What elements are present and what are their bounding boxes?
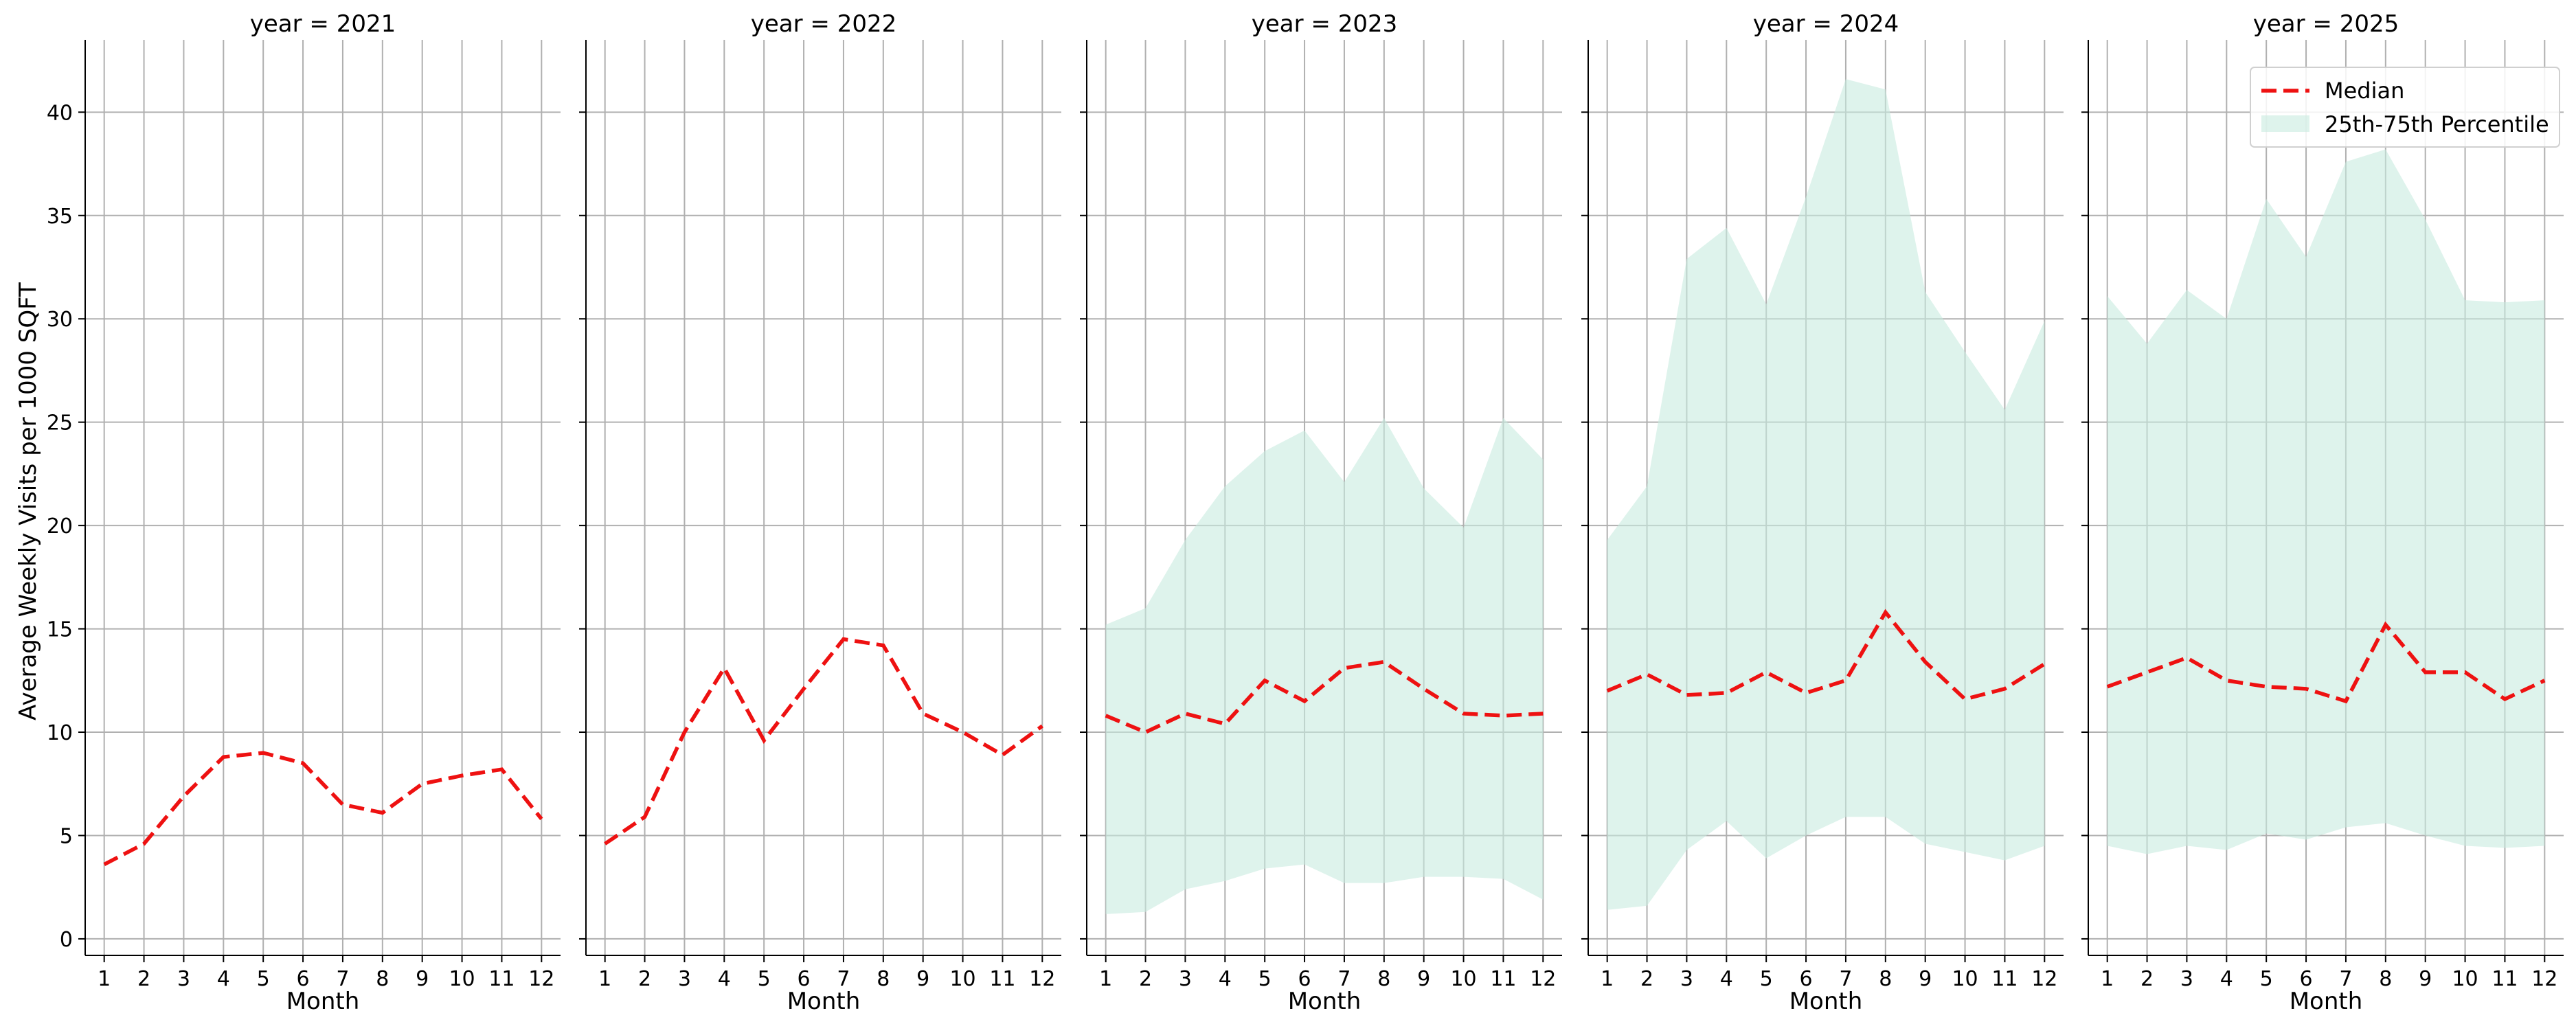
x-tick-label: 3 (1680, 967, 1693, 991)
x-tick-label: 8 (376, 967, 389, 991)
x-tick-label: 12 (1029, 967, 1055, 991)
x-tick-label: 1 (1099, 967, 1112, 991)
x-tick-label: 9 (416, 967, 429, 991)
x-tick-label: 1 (1601, 967, 1614, 991)
panel-title: year = 2022 (751, 10, 896, 38)
percentile-band (1607, 79, 2045, 910)
x-tick-label: 10 (1952, 967, 1978, 991)
x-tick-label: 10 (949, 967, 975, 991)
y-tick-label: 20 (47, 514, 73, 538)
x-tick-label: 10 (1450, 967, 1476, 991)
x-axis-title: Month (1288, 988, 1362, 1015)
x-tick-label: 12 (528, 967, 554, 991)
x-tick-label: 8 (1377, 967, 1390, 991)
median-line (605, 639, 1043, 844)
y-tick-label: 30 (47, 308, 73, 332)
x-tick-label: 2 (2140, 967, 2154, 991)
x-tick-label: 3 (1179, 967, 1192, 991)
x-tick-label: 8 (2379, 967, 2392, 991)
legend-band-swatch (2261, 115, 2309, 132)
x-tick-label: 10 (2452, 967, 2478, 991)
y-tick-label: 0 (60, 928, 73, 952)
x-tick-label: 2 (1640, 967, 1653, 991)
legend-band-label: 25th-75th Percentile (2325, 111, 2549, 137)
x-tick-label: 4 (2220, 967, 2233, 991)
x-tick-label: 8 (877, 967, 890, 991)
legend: Median 25th-75th Percentile (2250, 67, 2560, 147)
x-tick-label: 3 (177, 967, 190, 991)
x-tick-label: 2 (638, 967, 651, 991)
x-axis-title: Month (787, 988, 861, 1015)
x-tick-label: 5 (1258, 967, 1272, 991)
x-tick-label: 12 (2031, 967, 2057, 991)
x-tick-label: 4 (1720, 967, 1733, 991)
x-axis-title: Month (1789, 988, 1863, 1015)
x-tick-label: 2 (1139, 967, 1152, 991)
x-tick-label: 12 (2531, 967, 2557, 991)
y-tick-label: 10 (47, 721, 73, 745)
x-tick-label: 11 (1490, 967, 1516, 991)
x-tick-label: 11 (2492, 967, 2518, 991)
x-tick-label: 1 (2101, 967, 2114, 991)
x-axis-title: Month (286, 988, 360, 1015)
x-tick-label: 5 (1760, 967, 1773, 991)
x-tick-label: 11 (989, 967, 1015, 991)
y-tick-label: 5 (60, 824, 73, 848)
x-tick-label: 9 (1919, 967, 1932, 991)
x-tick-label: 4 (217, 967, 230, 991)
y-tick-label: 40 (47, 101, 73, 125)
percentile-band (1106, 418, 1544, 914)
x-tick-label: 11 (488, 967, 515, 991)
x-tick-label: 4 (1219, 967, 1232, 991)
x-tick-label: 5 (758, 967, 771, 991)
x-tick-label: 12 (1530, 967, 1556, 991)
x-tick-label: 5 (257, 967, 270, 991)
x-tick-label: 3 (2180, 967, 2193, 991)
x-tick-label: 9 (916, 967, 929, 991)
percentile-band (2108, 149, 2545, 854)
panel-title: year = 2024 (1753, 10, 1899, 38)
legend-median-label: Median (2325, 78, 2404, 104)
median-line (104, 753, 542, 864)
y-tick-label: 15 (47, 618, 73, 642)
x-tick-label: 1 (98, 967, 111, 991)
y-tick-label: 35 (47, 205, 73, 229)
x-tick-label: 2 (137, 967, 150, 991)
x-tick-label: 8 (1879, 967, 1892, 991)
panel-title: year = 2023 (1252, 10, 1397, 38)
x-axis-title: Month (2290, 988, 2363, 1015)
y-axis-title: Average Weekly Visits per 1000 SQFT (14, 282, 42, 720)
panel-title: year = 2021 (250, 10, 396, 38)
x-tick-label: 9 (2419, 967, 2432, 991)
y-tick-label: 25 (47, 411, 73, 435)
x-tick-label: 10 (449, 967, 475, 991)
x-tick-label: 1 (598, 967, 611, 991)
x-tick-label: 9 (1417, 967, 1430, 991)
x-tick-label: 11 (1991, 967, 2018, 991)
panel-title: year = 2025 (2253, 10, 2399, 38)
x-tick-label: 3 (678, 967, 691, 991)
x-tick-label: 4 (718, 967, 731, 991)
x-tick-label: 5 (2260, 967, 2273, 991)
